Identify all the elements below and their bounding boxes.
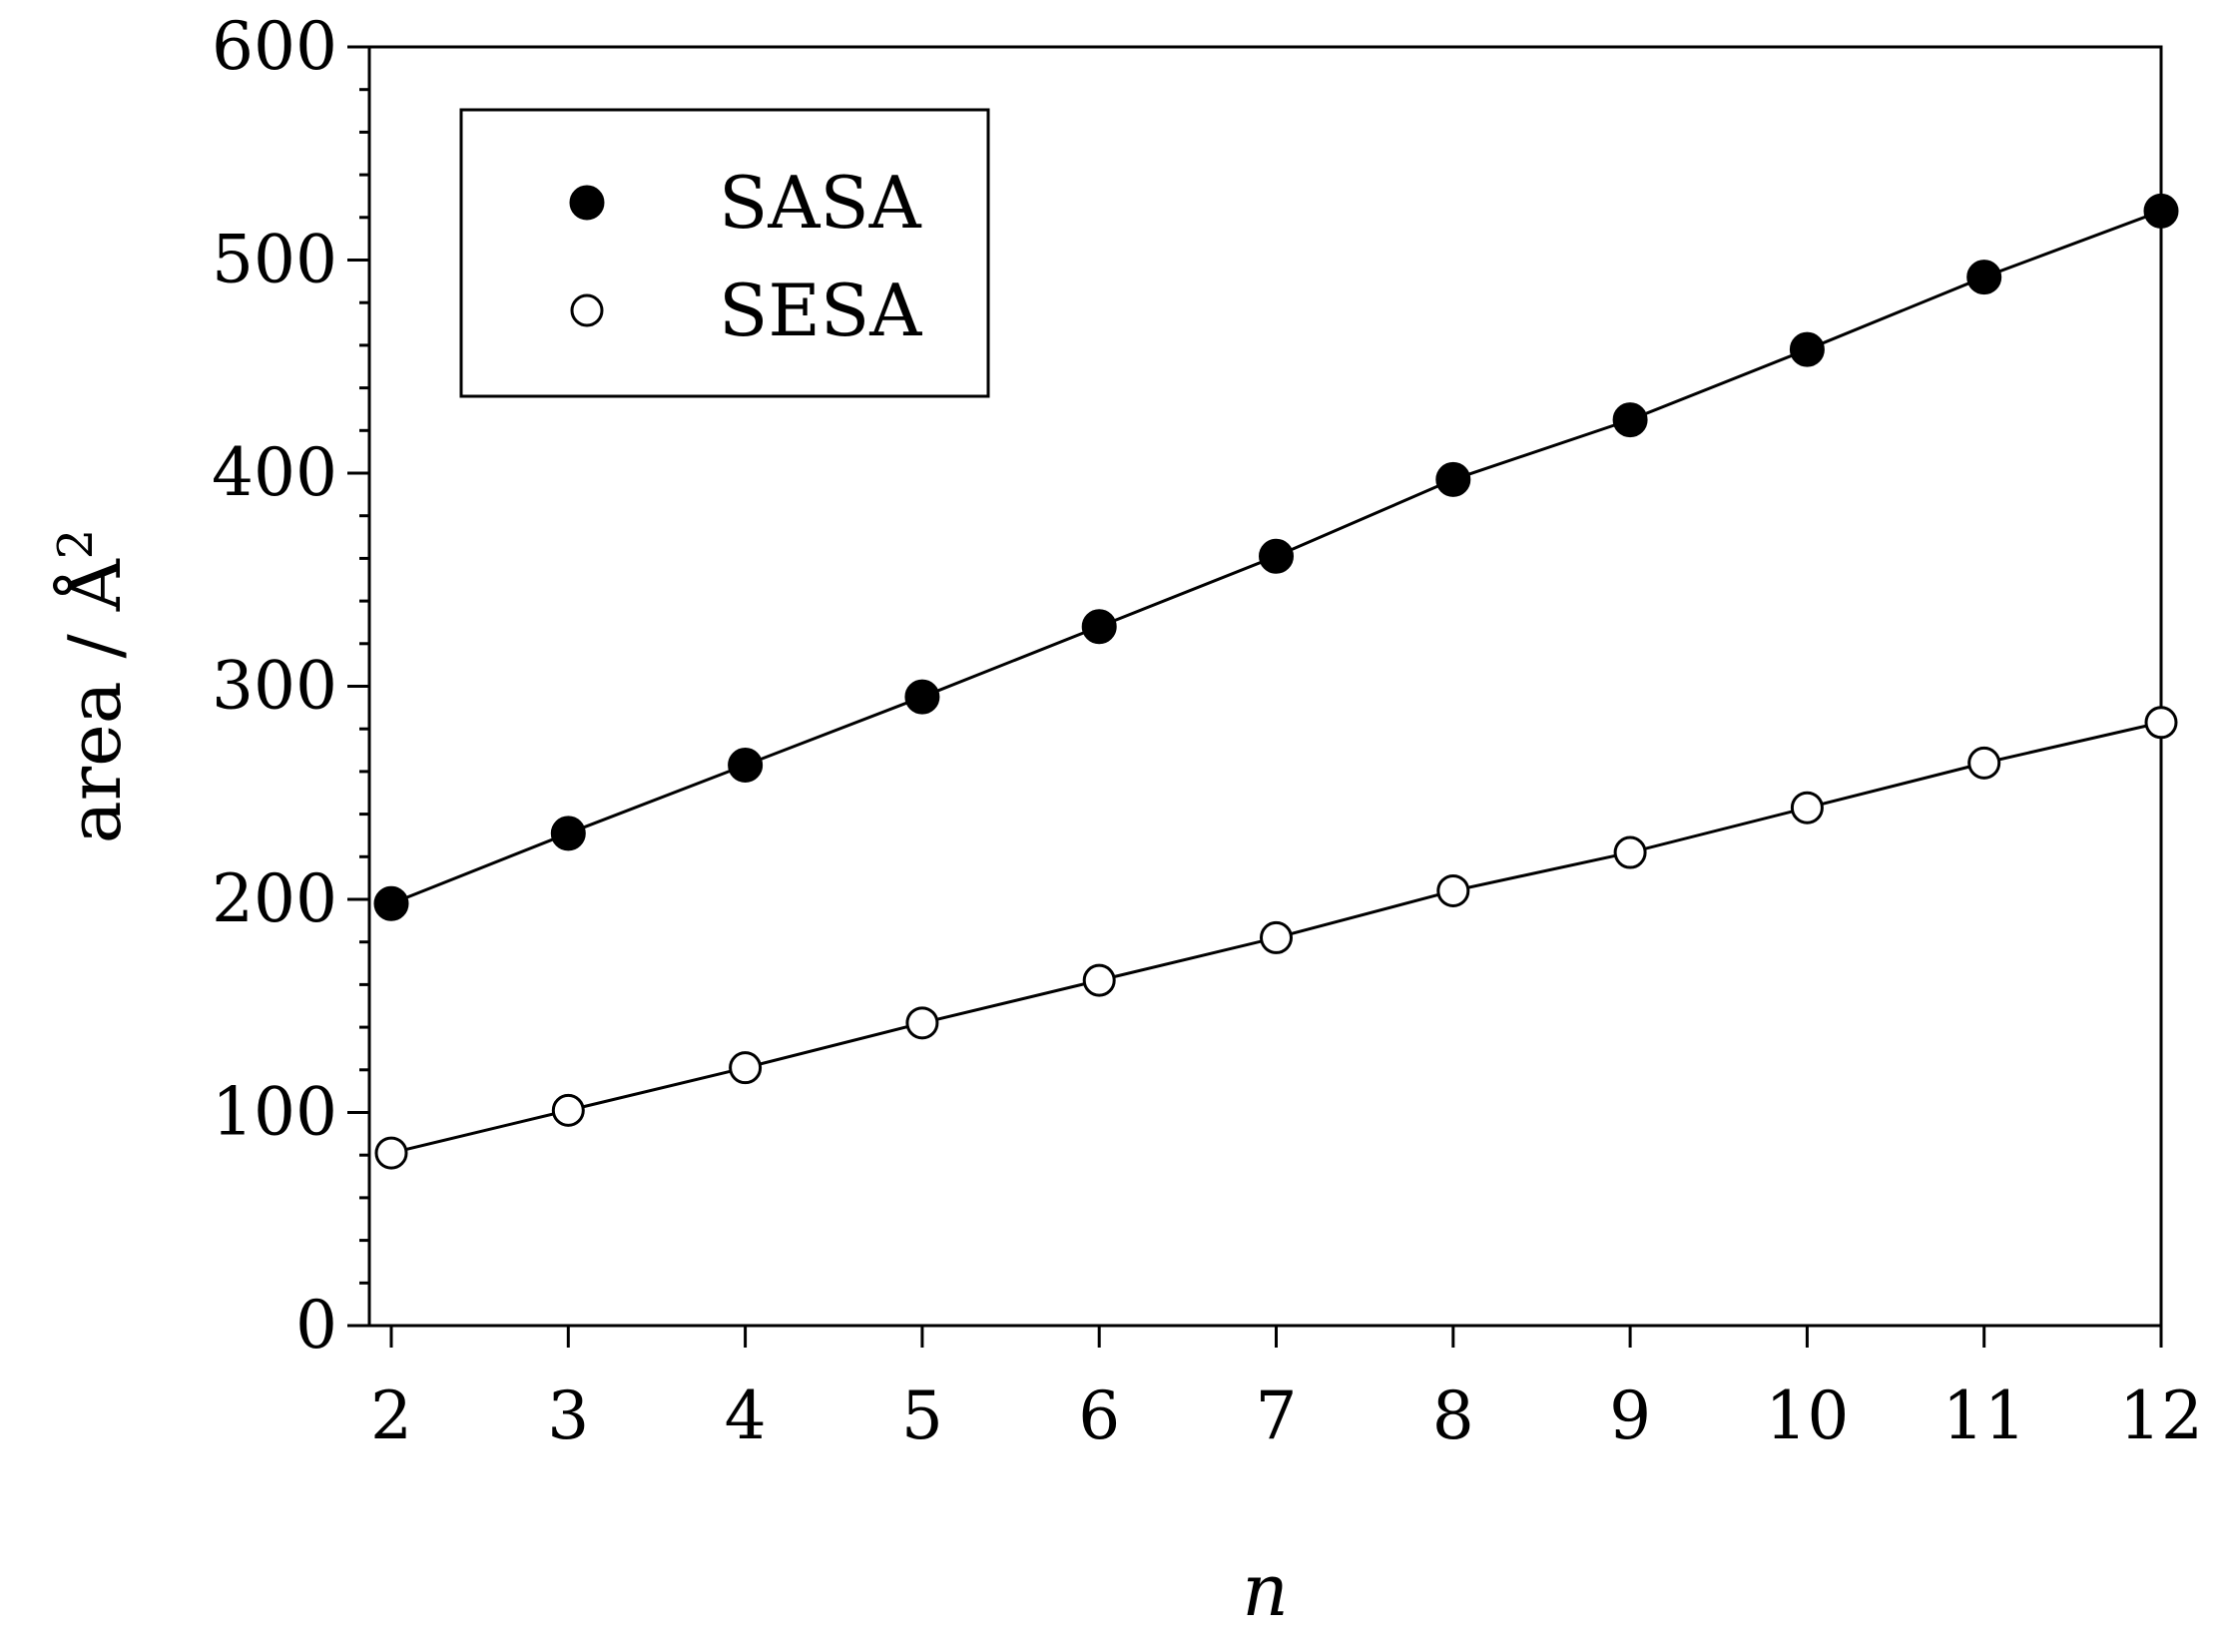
data-point <box>1435 461 1471 497</box>
data-point <box>1967 746 2001 780</box>
legend-label: SASA <box>719 161 922 245</box>
legend-marker <box>570 293 604 327</box>
x-tick-label: 6 <box>1078 1377 1120 1454</box>
data-point <box>551 1093 585 1127</box>
data-point <box>904 679 940 715</box>
legend: SASA SESA <box>459 108 990 398</box>
y-tick-label: 100 <box>212 1074 337 1151</box>
y-axis: 0 100 200 300 400 500 600 <box>212 8 369 1364</box>
x-tick-label: 5 <box>901 1377 943 1454</box>
y-axis-label-group: area / Å2 <box>48 529 137 843</box>
data-point <box>729 1051 763 1085</box>
x-tick-label: 4 <box>725 1377 767 1454</box>
data-point <box>1260 920 1293 954</box>
x-tick-label: 8 <box>1432 1377 1474 1454</box>
data-point <box>2143 193 2179 229</box>
x-axis-label: n <box>1242 1548 1288 1632</box>
data-point <box>1259 538 1294 574</box>
data-point <box>1082 963 1116 997</box>
y-tick-label: 200 <box>212 860 337 937</box>
x-tick-label: 7 <box>1256 1377 1298 1454</box>
x-tick-label: 3 <box>547 1377 589 1454</box>
data-point <box>905 1006 939 1040</box>
data-point <box>1789 331 1825 367</box>
series-sasa <box>373 193 2179 921</box>
y-tick-label: 0 <box>295 1287 337 1364</box>
data-point <box>550 816 586 851</box>
data-point <box>1790 791 1824 825</box>
y-tick-label: 400 <box>212 434 337 511</box>
data-point <box>374 1136 408 1170</box>
data-point <box>373 885 409 921</box>
data-point <box>2144 706 2178 740</box>
data-point <box>728 747 764 783</box>
data-point <box>1613 835 1647 869</box>
x-tick-label: 2 <box>370 1377 412 1454</box>
y-tick-label: 300 <box>212 648 337 725</box>
x-tick-label: 9 <box>1609 1377 1651 1454</box>
x-tick-label: 10 <box>1765 1377 1849 1454</box>
legend-box <box>459 108 990 398</box>
data-point <box>1436 873 1470 907</box>
x-tick-label: 12 <box>2119 1377 2203 1454</box>
y-axis-label-superscript: 2 <box>48 529 104 560</box>
y-axis-label: area / Å2 <box>48 529 137 843</box>
x-axis: 2 3 4 5 6 7 8 9 10 11 12 <box>370 1326 2203 1454</box>
data-point <box>1081 609 1117 645</box>
data-point <box>1612 402 1648 438</box>
series-layer <box>373 193 2179 1170</box>
series-sesa <box>374 706 2178 1170</box>
legend-label: SESA <box>719 269 922 352</box>
y-tick-label: 600 <box>212 8 337 85</box>
y-tick-label: 500 <box>212 222 337 298</box>
y-axis-label-text: area / Å <box>52 558 137 843</box>
x-tick-label: 11 <box>1942 1377 2026 1454</box>
legend-marker <box>569 185 605 221</box>
data-point <box>1966 260 2002 295</box>
